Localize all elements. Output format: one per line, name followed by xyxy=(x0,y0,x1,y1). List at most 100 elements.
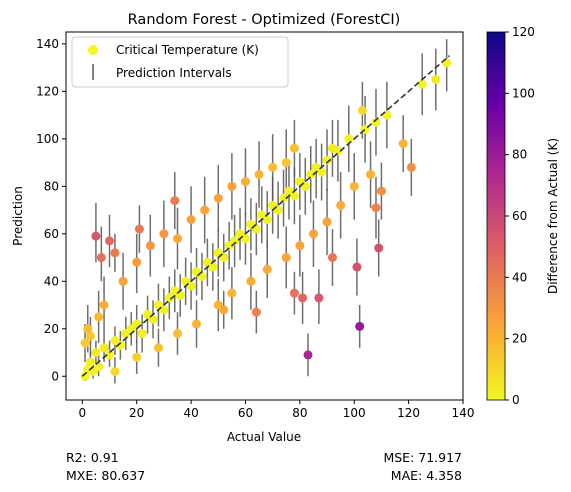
data-point xyxy=(99,343,109,353)
data-point xyxy=(268,162,278,172)
data-point xyxy=(159,305,169,315)
x-axis-label: Actual Value xyxy=(227,430,301,444)
colorbar-tick-label: 20 xyxy=(512,332,527,346)
ideal-fit-line xyxy=(81,55,450,377)
data-point xyxy=(317,167,327,177)
data-point xyxy=(230,236,240,246)
data-point xyxy=(137,329,147,339)
data-point xyxy=(186,281,196,291)
data-point xyxy=(110,248,120,258)
data-point xyxy=(200,205,210,215)
data-point xyxy=(254,169,264,179)
data-point xyxy=(281,253,291,263)
data-point xyxy=(251,224,261,234)
data-point xyxy=(398,139,408,149)
data-point xyxy=(159,229,169,239)
data-point xyxy=(170,196,180,206)
data-point xyxy=(382,110,392,120)
data-point xyxy=(417,79,427,89)
data-point xyxy=(94,362,104,372)
data-point xyxy=(306,169,316,179)
data-point xyxy=(172,234,182,244)
x-tick-label: 120 xyxy=(397,406,420,420)
data-point xyxy=(105,350,115,360)
data-point xyxy=(132,319,142,329)
data-point xyxy=(273,205,283,215)
data-point xyxy=(219,305,229,315)
data-point xyxy=(262,264,272,274)
data-point xyxy=(366,169,376,179)
data-point xyxy=(99,300,109,310)
data-point xyxy=(85,357,95,367)
data-point xyxy=(262,215,272,225)
colorbar xyxy=(486,31,506,401)
colorbar-tick-label: 0 xyxy=(512,393,520,407)
data-point xyxy=(175,291,185,301)
data-point xyxy=(110,336,120,346)
colorbar-tick-label: 40 xyxy=(512,270,527,284)
data-point xyxy=(344,134,354,144)
data-point xyxy=(303,350,313,360)
data-point xyxy=(251,307,261,317)
data-point xyxy=(132,352,142,362)
data-point xyxy=(85,331,95,341)
r2-stat: R2: 0.91 xyxy=(66,450,119,465)
y-tick-label: 60 xyxy=(44,227,59,241)
data-point xyxy=(153,343,163,353)
data-point xyxy=(240,177,250,187)
data-point xyxy=(279,193,289,203)
data-point xyxy=(91,348,101,358)
data-point xyxy=(322,217,332,227)
data-point xyxy=(118,276,128,286)
data-point xyxy=(295,241,305,251)
data-point xyxy=(314,293,324,303)
data-point xyxy=(371,203,381,213)
data-point xyxy=(376,186,386,196)
x-axis-ticks: 0 20 40 60 80 100 120 140 xyxy=(78,400,474,420)
data-point xyxy=(145,241,155,251)
y-axis-label: Prediction xyxy=(11,186,25,246)
colorbar-tick-label: 80 xyxy=(512,148,527,162)
data-point xyxy=(94,312,104,322)
data-point xyxy=(148,314,158,324)
data-point xyxy=(289,288,299,298)
data-point xyxy=(91,231,101,241)
data-point xyxy=(219,253,229,263)
data-point xyxy=(134,224,144,234)
data-point xyxy=(96,253,106,263)
colorbar-tick-label: 100 xyxy=(512,86,535,100)
legend-marker-critical-temperature xyxy=(88,45,98,55)
data-point xyxy=(132,257,142,267)
x-tick-label: 100 xyxy=(343,406,366,420)
plot-area xyxy=(65,31,464,401)
colorbar-ticks: 0 20 40 60 80 100 120 xyxy=(505,25,535,407)
data-point xyxy=(80,371,90,381)
data-point xyxy=(327,253,337,263)
y-tick-label: 100 xyxy=(36,132,59,146)
y-tick-label: 120 xyxy=(36,84,59,98)
data-point xyxy=(357,105,367,115)
data-point xyxy=(246,276,256,286)
data-point xyxy=(289,143,299,153)
data-point xyxy=(336,200,346,210)
data-point xyxy=(172,329,182,339)
data-point xyxy=(164,293,174,303)
data-point xyxy=(327,143,337,153)
data-point xyxy=(298,293,308,303)
data-point xyxy=(355,321,365,331)
data-point xyxy=(352,262,362,272)
data-point xyxy=(213,193,223,203)
legend-label-critical-temperature: Critical Temperature (K) xyxy=(116,43,259,57)
y-tick-label: 80 xyxy=(44,179,59,193)
mxe-stat: MXE: 80.637 xyxy=(66,468,146,483)
x-tick-label: 40 xyxy=(183,406,198,420)
data-point xyxy=(431,74,441,84)
data-point xyxy=(349,181,359,191)
data-point xyxy=(300,181,310,191)
colorbar-tick-label: 120 xyxy=(512,25,535,39)
data-point xyxy=(240,234,250,244)
y-tick-label: 40 xyxy=(44,274,59,288)
data-point xyxy=(406,162,416,172)
mae-stat: MAE: 4.358 xyxy=(390,468,462,483)
mse-stat: MSE: 71.917 xyxy=(383,450,462,465)
